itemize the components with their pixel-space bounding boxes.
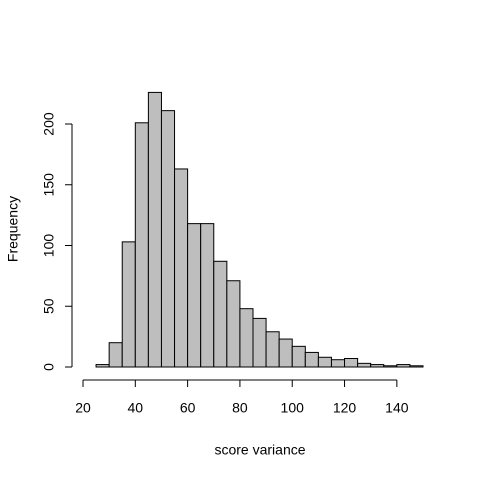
bar [291, 345, 306, 368]
bar [409, 365, 424, 368]
bar [160, 110, 176, 368]
x-tick-label: 60 [180, 400, 196, 416]
y-tick-label: 50 [41, 298, 57, 314]
bar [213, 260, 228, 368]
bar [317, 356, 332, 368]
bar [239, 308, 254, 368]
y-tick-label: 200 [41, 112, 57, 136]
bar [383, 365, 398, 368]
bar [147, 91, 162, 368]
bar [226, 280, 241, 368]
x-tick-label: 120 [333, 400, 357, 416]
x-tick-label: 40 [128, 400, 144, 416]
bar [330, 359, 346, 368]
y-tick-label: 100 [41, 234, 57, 258]
bar [174, 168, 189, 368]
bar [187, 223, 202, 368]
bar [108, 342, 123, 368]
bar [134, 122, 149, 368]
bar [278, 338, 293, 368]
bar [200, 223, 215, 368]
bar [95, 364, 110, 368]
y-tick-label: 0 [41, 363, 57, 371]
bar [304, 351, 319, 368]
x-axis-label: score variance [214, 442, 305, 458]
bar [344, 357, 359, 368]
x-tick-label: 140 [385, 400, 409, 416]
x-tick-label: 80 [232, 400, 248, 416]
bar [121, 241, 136, 368]
bar [265, 331, 280, 368]
bar [252, 317, 267, 368]
bar [396, 364, 411, 368]
y-tick-label: 150 [41, 173, 57, 197]
bar [370, 364, 385, 368]
y-axis-label: Frequency [5, 196, 21, 262]
bar [357, 362, 372, 368]
x-tick-label: 20 [75, 400, 91, 416]
x-tick-label: 100 [281, 400, 305, 416]
